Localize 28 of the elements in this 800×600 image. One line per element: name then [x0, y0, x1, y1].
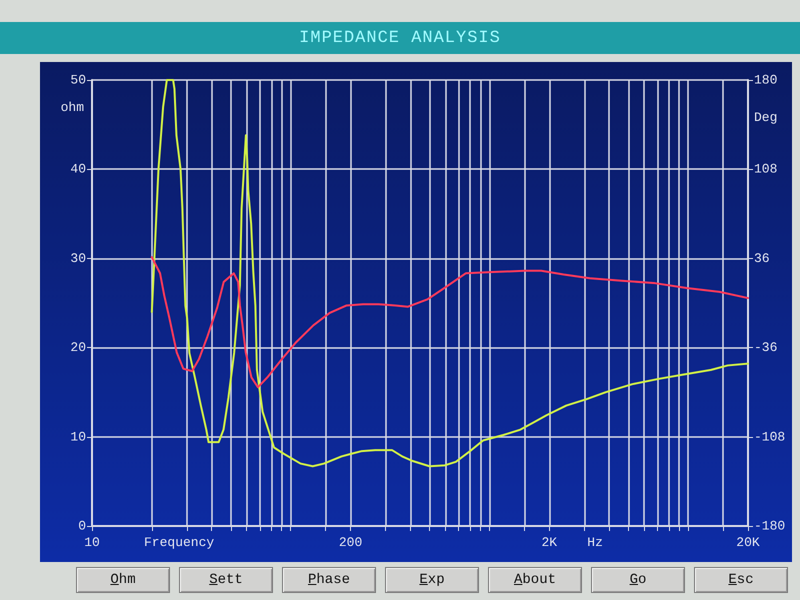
y-tick-label: 40 [70, 162, 86, 177]
x-axis-title: Frequency [144, 535, 214, 550]
y2-tick-label: 180 [754, 72, 778, 88]
y-axis-title: ohm [60, 100, 84, 115]
y2-tick-label: 108 [754, 162, 778, 177]
x-tick-label: 2K [541, 535, 558, 550]
chart-title: IMPEDANCE ANALYSIS [299, 28, 501, 48]
button: Go [591, 567, 685, 593]
button: Esc [694, 567, 788, 593]
y2-tick-label: -180 [754, 518, 786, 534]
y2-tick-label: -36 [754, 340, 778, 356]
y-tick-label: 20 [70, 340, 86, 356]
y-tick-label: 30 [70, 250, 86, 266]
y2-tick-label: -108 [754, 429, 786, 444]
y-tick-label: 50 [70, 72, 86, 88]
x-tick-label: 20K [736, 535, 760, 550]
button: About [488, 567, 582, 593]
x-tick-label: 200 [338, 535, 362, 550]
y-tick-label: 0 [78, 518, 86, 534]
y2-tick-label: 36 [754, 250, 770, 266]
button: Sett [179, 567, 273, 593]
button: Exp [385, 567, 479, 593]
y-tick-label: 10 [70, 429, 86, 444]
x-tick-label: 10 [84, 535, 100, 550]
button: Phase [282, 567, 376, 593]
button: Ohm [76, 567, 170, 593]
y2-axis-title: Deg [754, 110, 778, 125]
text: Hz [587, 535, 603, 550]
